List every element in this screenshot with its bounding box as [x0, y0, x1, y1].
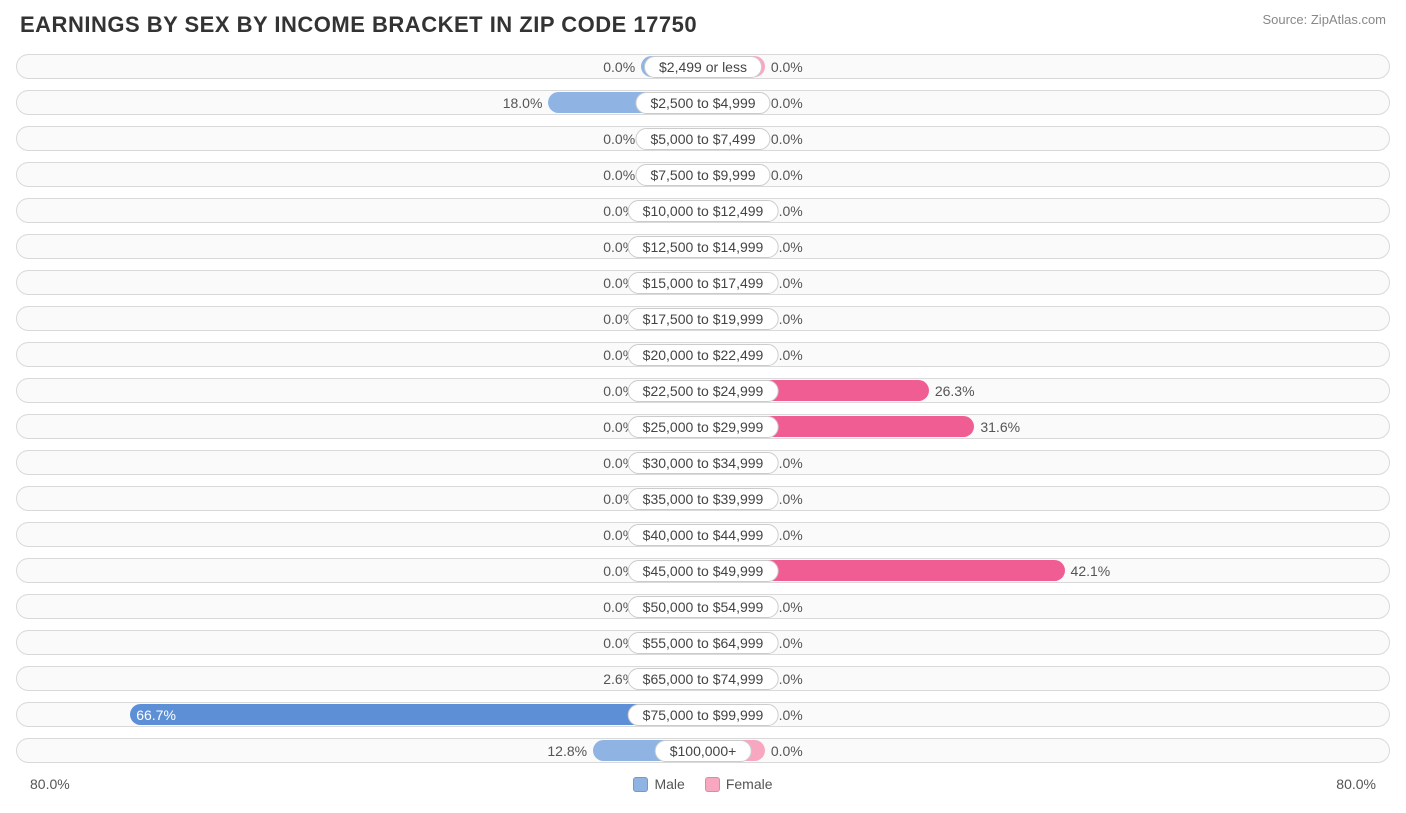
chart-source: Source: ZipAtlas.com	[1262, 12, 1386, 27]
chart-row: 0.0%26.3%$22,500 to $24,999	[16, 374, 1390, 407]
chart-row: 18.0% 0.0%$2,500 to $4,999	[16, 86, 1390, 119]
category-label: $10,000 to $12,499	[628, 200, 779, 222]
female-value: 26.3%	[929, 383, 975, 399]
chart-row: 0.0%0.0%$5,000 to $7,499	[16, 122, 1390, 155]
female-value: 0.0%	[765, 59, 803, 75]
male-value: 0.0%	[603, 59, 641, 75]
legend-male-label: Male	[654, 776, 684, 792]
category-label: $2,499 or less	[644, 56, 762, 78]
category-label: $12,500 to $14,999	[628, 236, 779, 258]
chart-row: 0.0%0.0%$55,000 to $64,999	[16, 626, 1390, 659]
male-value: 66.7%	[136, 707, 182, 723]
category-label: $2,500 to $4,999	[635, 92, 770, 114]
chart-row: 0.0%0.0%$30,000 to $34,999	[16, 446, 1390, 479]
chart-row: 0.0%0.0%$35,000 to $39,999	[16, 482, 1390, 515]
category-label: $5,000 to $7,499	[635, 128, 770, 150]
category-label: $25,000 to $29,999	[628, 416, 779, 438]
female-swatch-icon	[705, 777, 720, 792]
category-label: $45,000 to $49,999	[628, 560, 779, 582]
category-label: $65,000 to $74,999	[628, 668, 779, 690]
chart-row: 0.0%42.1%$45,000 to $49,999	[16, 554, 1390, 587]
male-bar	[130, 704, 703, 725]
chart-row: 0.0%31.6%$25,000 to $29,999	[16, 410, 1390, 443]
chart-row: 0.0%0.0%$17,500 to $19,999	[16, 302, 1390, 335]
chart-row: 0.0%0.0%$12,500 to $14,999	[16, 230, 1390, 263]
category-label: $55,000 to $64,999	[628, 632, 779, 654]
legend-item-female: Female	[705, 776, 773, 792]
chart-row: 66.7%0.0%$75,000 to $99,999	[16, 698, 1390, 731]
chart-row: 2.6%0.0%$65,000 to $74,999	[16, 662, 1390, 695]
female-value: 0.0%	[765, 167, 803, 183]
axis-max-left: 80.0%	[30, 776, 70, 792]
female-value: 0.0%	[765, 131, 803, 147]
chart-row: 0.0% 0.0%$2,499 or less	[16, 50, 1390, 83]
chart-row: 0.0%0.0%$7,500 to $9,999	[16, 158, 1390, 191]
category-label: $40,000 to $44,999	[628, 524, 779, 546]
chart-row: 0.0%0.0%$20,000 to $22,499	[16, 338, 1390, 371]
category-label: $30,000 to $34,999	[628, 452, 779, 474]
female-value: 42.1%	[1065, 563, 1111, 579]
category-label: $7,500 to $9,999	[635, 164, 770, 186]
chart-area: 0.0%0.0%$2,499 or less18.0%0.0%$2,500 to…	[0, 46, 1406, 767]
category-label: $20,000 to $22,499	[628, 344, 779, 366]
category-label: $35,000 to $39,999	[628, 488, 779, 510]
category-label: $50,000 to $54,999	[628, 596, 779, 618]
legend-female-label: Female	[726, 776, 773, 792]
male-value: 12.8%	[547, 743, 593, 759]
axis-max-right: 80.0%	[1336, 776, 1376, 792]
category-label: $15,000 to $17,499	[628, 272, 779, 294]
male-swatch-icon	[633, 777, 648, 792]
category-label: $22,500 to $24,999	[628, 380, 779, 402]
chart-row: 0.0%0.0%$50,000 to $54,999	[16, 590, 1390, 623]
female-value: 31.6%	[974, 419, 1020, 435]
female-value: 0.0%	[765, 95, 803, 111]
chart-title: EARNINGS BY SEX BY INCOME BRACKET IN ZIP…	[20, 12, 697, 38]
legend: Male Female	[633, 776, 772, 792]
chart-row: 0.0%0.0%$15,000 to $17,499	[16, 266, 1390, 299]
chart-row: 12.8% 0.0% $100,000+	[16, 734, 1390, 767]
female-value: 0.0%	[765, 743, 803, 759]
legend-item-male: Male	[633, 776, 684, 792]
category-label: $75,000 to $99,999	[628, 704, 779, 726]
male-value: 18.0%	[503, 95, 549, 111]
chart-row: 0.0%0.0%$10,000 to $12,499	[16, 194, 1390, 227]
chart-row: 0.0%0.0%$40,000 to $44,999	[16, 518, 1390, 551]
category-label: $17,500 to $19,999	[628, 308, 779, 330]
category-label: $100,000+	[655, 740, 752, 762]
